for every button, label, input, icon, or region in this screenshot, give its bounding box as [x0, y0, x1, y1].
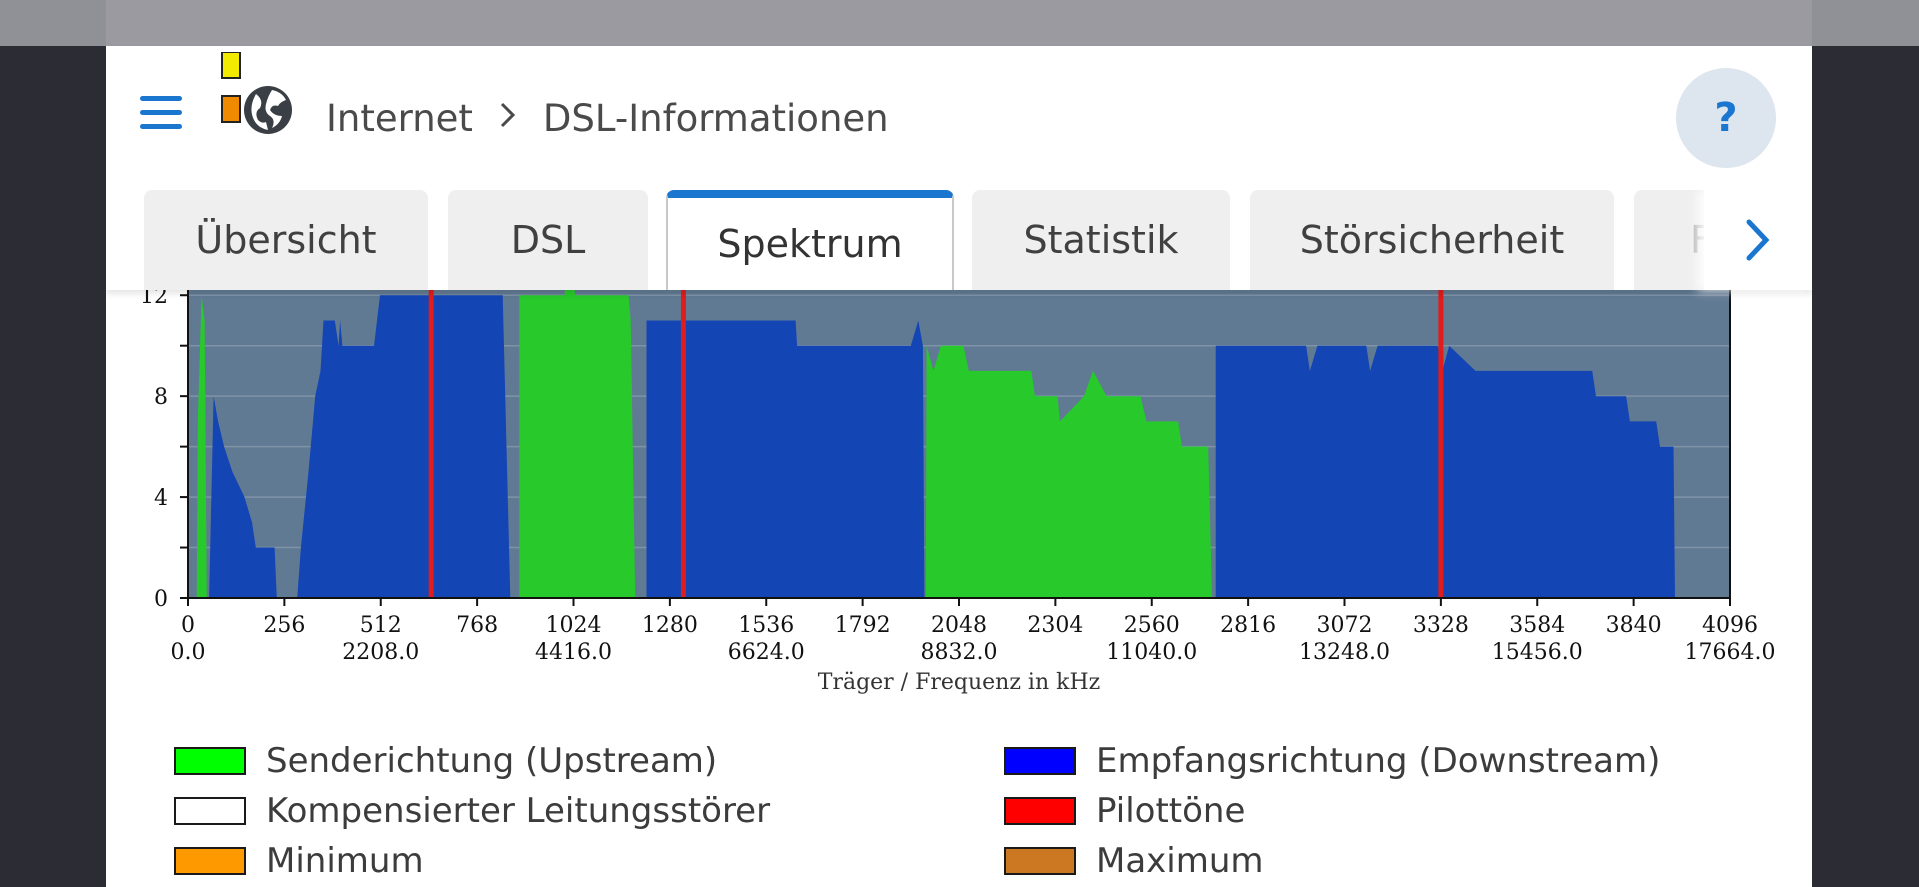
legend-label-pilot: Pilottöne — [1096, 791, 1246, 831]
x-freq-label-0: 0.0 — [171, 640, 206, 665]
x-tick-label-4: 1024 — [546, 613, 602, 638]
breadcrumb-dsl-informationen: DSL-Informationen — [542, 96, 889, 140]
x-freq-label-1: 2208.0 — [342, 640, 419, 665]
x-tick-label-15: 3840 — [1606, 613, 1662, 638]
x-tick-label-10: 2560 — [1124, 613, 1180, 638]
upstream-area-1 — [519, 270, 636, 598]
downstream-area-1 — [297, 295, 511, 598]
tab-label: Statistik — [1023, 218, 1179, 262]
chevron-right-icon — [499, 98, 517, 138]
panel-top-bar — [106, 0, 1812, 46]
legend-maximum: Maximum — [1004, 841, 1264, 881]
tab-label: Störsicherheit — [1299, 218, 1565, 262]
x-tick-label-16: 4096 — [1702, 613, 1758, 638]
x-freq-label-5: 11040.0 — [1106, 640, 1197, 665]
tab-bar: Übersicht DSL Spektrum Statistik Störsic… — [106, 190, 1812, 290]
menu-button[interactable] — [140, 96, 182, 130]
x-axis-label: Träger / Frequenz in kHz — [818, 670, 1100, 695]
x-tick-label-1: 256 — [263, 613, 305, 638]
x-tick-label-6: 1536 — [738, 613, 794, 638]
breadcrumb: Internet DSL-Informationen — [326, 96, 889, 140]
x-tick-label-9: 2304 — [1027, 613, 1083, 638]
globe-icon[interactable] — [214, 52, 294, 144]
x-freq-label-4: 8832.0 — [921, 640, 998, 665]
legend-label-maximum: Maximum — [1096, 841, 1264, 881]
legend-swatch-upstream — [174, 747, 246, 775]
legend-label-compensated: Kompensierter Leitungsstörer — [266, 791, 771, 831]
x-freq-label-2: 4416.0 — [535, 640, 612, 665]
x-freq-label-8: 17664.0 — [1685, 640, 1776, 665]
upstream-area-2 — [925, 345, 1212, 598]
x-tick-label-11: 2816 — [1220, 613, 1276, 638]
tab-spektrum[interactable]: Spektrum — [666, 190, 954, 290]
legend-upstream: Senderichtung (Upstream) — [174, 741, 717, 781]
legend-downstream: Empfangsrichtung (Downstream) — [1004, 741, 1660, 781]
help-button[interactable]: ? — [1676, 68, 1776, 168]
downstream-area-2 — [646, 320, 925, 598]
legend-pilot: Pilottöne — [1004, 791, 1245, 831]
tab-label: Spektrum — [717, 222, 903, 266]
x-tick-label-5: 1280 — [642, 613, 698, 638]
x-tick-label-12: 3072 — [1317, 613, 1373, 638]
x-tick-label-3: 768 — [456, 613, 498, 638]
tab-label: Übersicht — [195, 218, 377, 262]
legend-minimum: Minimum — [174, 841, 424, 881]
breadcrumb-internet[interactable]: Internet — [326, 96, 473, 140]
legend-label-minimum: Minimum — [266, 841, 424, 881]
y-tick-label-2: 8 — [154, 385, 168, 410]
menu-line — [140, 124, 182, 129]
upstream-area-0 — [196, 295, 207, 598]
tab-uebersicht[interactable]: Übersicht — [144, 190, 428, 290]
chevron-right-icon — [1746, 219, 1770, 261]
x-tick-label-0: 0 — [181, 613, 195, 638]
x-freq-label-6: 13248.0 — [1299, 640, 1390, 665]
x-tick-label-13: 3328 — [1413, 613, 1469, 638]
tab-label: DSL — [510, 218, 586, 262]
legend-label-upstream: Senderichtung (Upstream) — [266, 741, 718, 781]
x-tick-label-14: 3584 — [1509, 613, 1565, 638]
downstream-area-3 — [1215, 345, 1675, 598]
legend-swatch-downstream — [1004, 747, 1076, 775]
downstream-area-0 — [209, 396, 277, 598]
y-tick-label-1: 4 — [154, 486, 168, 511]
main-panel: 0 4 8 12 0 256 512 768 1024 1280 1536 1792 2048 2304 2… — [106, 0, 1812, 887]
tab-stoersicherheit[interactable]: Störsicherheit — [1250, 190, 1614, 290]
menu-line — [140, 110, 182, 115]
tab-statistik[interactable]: Statistik — [972, 190, 1230, 290]
legend-label-downstream: Empfangsrichtung (Downstream) — [1096, 741, 1661, 781]
tab-scroll-next-button[interactable] — [1704, 190, 1812, 290]
menu-line — [140, 96, 182, 101]
legend-swatch-pilot — [1004, 797, 1076, 825]
x-tick-label-8: 2048 — [931, 613, 987, 638]
legend-swatch-maximum — [1004, 847, 1076, 875]
x-tick-label-2: 512 — [360, 613, 402, 638]
legend-compensated: Kompensierter Leitungsstörer — [174, 791, 770, 831]
legend-swatch-minimum — [174, 847, 246, 875]
tab-dsl[interactable]: DSL — [448, 190, 648, 290]
x-freq-label-3: 6624.0 — [728, 640, 805, 665]
y-tick-label-0: 0 — [154, 587, 168, 612]
x-freq-label-7: 15456.0 — [1492, 640, 1583, 665]
x-tick-label-7: 1792 — [835, 613, 891, 638]
legend-swatch-compensated — [174, 797, 246, 825]
